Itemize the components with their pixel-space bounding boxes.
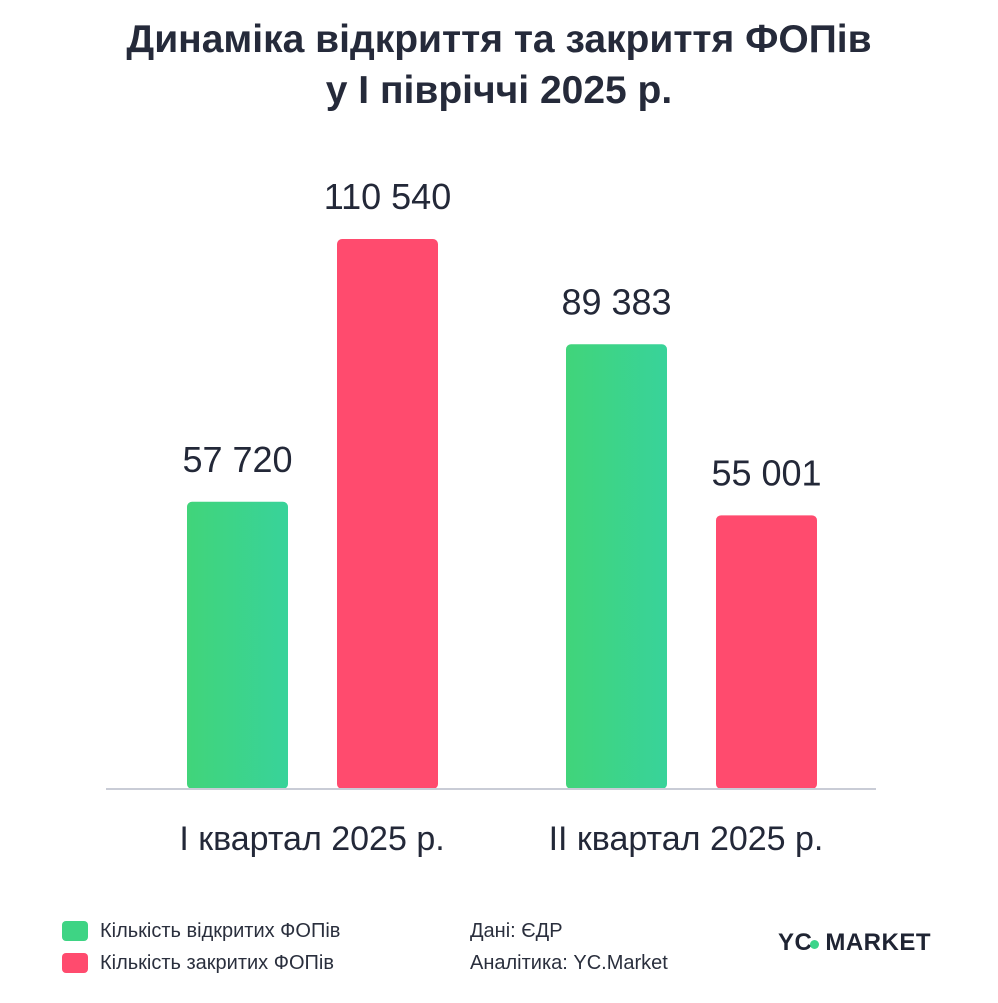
bar-closed-q2: [716, 515, 817, 789]
yc-market-logo: YC MARKET: [778, 929, 931, 957]
data-label-opened-q2: 89 383: [561, 281, 671, 322]
source-info: Дані: ЄДР Аналітика: YC.Market: [470, 915, 668, 979]
data-label-closed-q2: 55 001: [711, 452, 821, 493]
legend: Кількість відкритих ФОПів Кількість закр…: [62, 915, 340, 979]
chart-title-line-1: Динаміка відкриття та закриття ФОПів: [126, 18, 872, 61]
bar-opened-q1: [187, 501, 288, 789]
bar-closed-q1: [337, 239, 438, 789]
legend-label-opened: Кількість відкритих ФОПів: [100, 919, 341, 942]
logo-dot-icon: [810, 939, 820, 949]
category-label-q1: I квартал 2025 р.: [179, 820, 444, 858]
logo-text-left: YC: [778, 929, 813, 956]
category-label-q2: II квартал 2025 р.: [549, 820, 824, 858]
logo-text-right: MARKET: [825, 929, 931, 956]
data-source: Дані: ЄДР: [470, 920, 563, 942]
data-label-opened-q1: 57 720: [182, 439, 292, 480]
legend-item-opened: Кількість відкритих ФОПів: [62, 915, 340, 947]
data-label-closed-q1: 110 540: [324, 176, 451, 217]
legend-swatch-closed: [62, 953, 88, 973]
bar-opened-q2: [566, 344, 667, 789]
legend-item-closed: Кількість закритих ФОПів: [62, 947, 340, 979]
analytics-source: Аналітика: YC.Market: [470, 952, 668, 974]
bar-chart: 57 720 110 540 I квартал 2025 р. 89 383 55 0…: [106, 176, 876, 858]
chart-title-line-2: у I півріччі 2025 р.: [325, 69, 673, 112]
legend-swatch-opened: [62, 921, 88, 941]
chart-title: Динаміка відкриття та закриття ФОПів у I…: [0, 14, 998, 116]
legend-label-closed: Кількість закритих ФОПів: [100, 951, 334, 974]
